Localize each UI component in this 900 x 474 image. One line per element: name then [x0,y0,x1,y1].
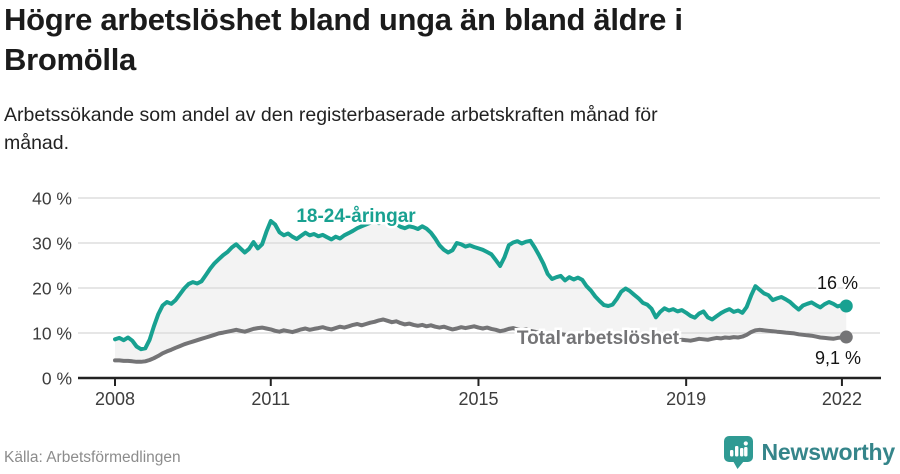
newsworthy-icon [723,436,753,469]
y-axis-tick-label: 10 % [32,324,72,344]
source-credit: Källa: Arbetsförmedlingen [4,449,181,466]
chart-subtitle: Arbetssökande som andel av den registerb… [4,104,658,154]
x-axis-tick-label: 2022 [822,389,862,409]
series-end-dot [839,299,853,313]
series-end-value: 16 % [817,273,858,293]
line-chart: 0 % 10 % 20 % 30 % 40 % 2008 2011 2015 2019 2022 1… [0,178,900,416]
series-label: 18-24-åringar [296,206,416,227]
series-line-young [113,219,849,352]
page-title: Högre arbetslöshet bland unga än bland ä… [4,0,884,80]
x-axis-tick-label: 2008 [95,389,135,409]
x-axis-tick-label: 2015 [458,389,498,409]
brand-logo: Newsworthy [723,434,895,470]
y-axis-tick-label: 40 % [32,189,72,209]
y-axis-tick-label: 20 % [32,279,72,299]
chart-canvas: 0 % 10 % 20 % 30 % 40 % 2008 2011 2015 2019 2022 1… [32,189,881,409]
y-axis-tick-label: 30 % [32,234,72,254]
series-line-total [113,317,849,364]
x-axis-tick-label: 2019 [666,389,706,409]
y-axis-tick-label: 0 % [42,369,72,389]
series-gap-fill [115,221,847,362]
brand-wordmark: Newsworthy [761,438,896,465]
x-axis-tick-label: 2011 [251,389,290,409]
series-end-dot [839,330,853,344]
series-label: Total arbetslöshet [517,328,680,349]
series-end-value: 9,1 % [815,348,861,368]
title-line-1: Högre arbetslöshet bland unga än bland ä… [4,2,683,37]
title-line-2: Bromölla [4,42,136,77]
